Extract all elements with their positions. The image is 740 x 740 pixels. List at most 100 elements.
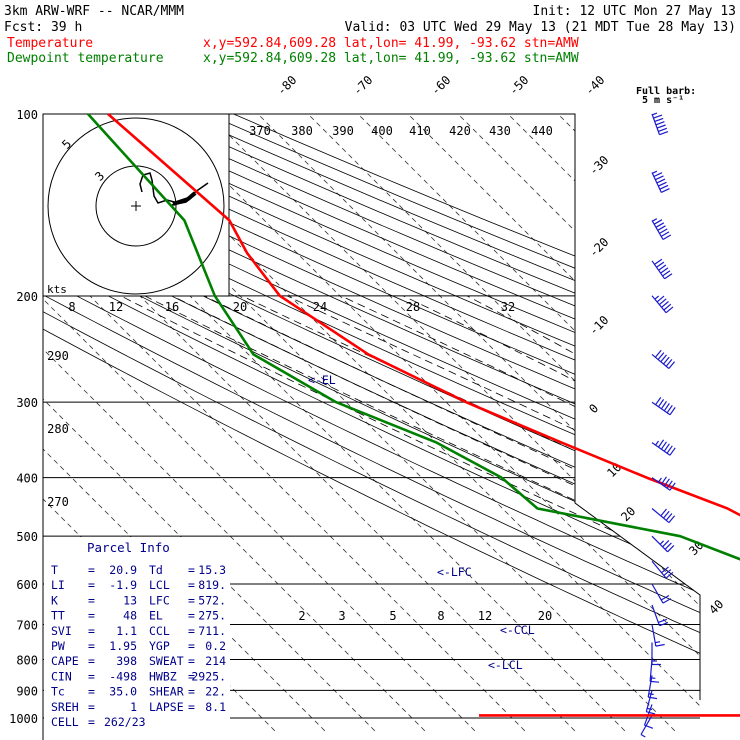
theta-label: 280 (47, 422, 69, 436)
barb-flag (664, 273, 673, 280)
wind-barb (651, 583, 672, 604)
moist-adiabat (203, 295, 700, 719)
temperature-surface-hook (479, 714, 740, 717)
pressure-label-400: 400 (16, 472, 38, 486)
barb-flag (661, 301, 669, 308)
mixing-ratio-labels: 2 3 5 8 12 20 (298, 609, 552, 623)
barb-flag (659, 228, 668, 234)
parcel-equals: = (188, 624, 195, 638)
parcel-value: 35.0 (109, 685, 137, 699)
barb-flag (661, 566, 669, 574)
hodograph-axis-label: 8 (68, 300, 75, 314)
parcel-value: 262/23 (104, 715, 146, 729)
barb-flag (654, 349, 662, 358)
parcel-key: LCL (149, 578, 170, 592)
barb-half-flag (655, 440, 659, 446)
theta-label: 370 (249, 124, 271, 138)
barb-half-flag (655, 641, 661, 644)
moist-adiabat (171, 295, 700, 719)
barb-flag (660, 267, 669, 274)
parcel-value: 819. (198, 578, 226, 592)
parcel-key: PW (51, 639, 65, 653)
parcel-key: EL (149, 609, 163, 623)
parcel-key: CIN (51, 669, 72, 683)
barb-half-flag (640, 733, 646, 738)
dry-adiabat (43, 114, 700, 732)
wind-barb (647, 675, 658, 700)
parcel-info-background (44, 537, 230, 725)
parcel-equals: = (188, 609, 195, 623)
barb-half-flag (654, 295, 660, 300)
parcel-equals: = (88, 654, 95, 668)
pressure-tick-labels: 200 300 400 500 600 700 800 900 1000 100 (9, 108, 38, 726)
parcel-key: SVI (51, 624, 72, 638)
barb-flag (663, 303, 672, 311)
wind-barb (651, 397, 676, 416)
barb-flag (662, 539, 670, 548)
isotherm (394, 114, 700, 732)
wind-barb (651, 349, 676, 369)
temperature-line (107, 113, 740, 517)
parcel-value: -498 (109, 669, 137, 683)
pressure-label-200: 200 (16, 290, 38, 304)
hodograph-axis-label: 20 (233, 300, 247, 314)
isotherm (544, 114, 700, 732)
barb-key-units: 5 m s⁻¹ (642, 95, 684, 106)
barb-flag (662, 234, 672, 241)
barb-flag (646, 711, 656, 715)
moist-adiabat (120, 295, 700, 719)
barb-flag (662, 270, 671, 277)
valid-time: Valid: 03 UTC Wed 29 May 13 (21 MDT Tue … (345, 20, 736, 35)
barb-flag (663, 569, 672, 576)
wind-barb (651, 508, 676, 524)
barb-flag (658, 264, 667, 271)
isotherm-label: -80 (274, 73, 299, 98)
ccl-marker: <-CCL (500, 623, 535, 637)
parcel-equals: = (188, 669, 195, 683)
legend-temperature-label: Temperature (7, 36, 93, 51)
parcel-equals: = (188, 685, 195, 699)
theta-label: 380 (291, 124, 313, 138)
barb-flag (655, 643, 665, 647)
barb-flag (668, 515, 676, 523)
parcel-info-title: Parcel Info (87, 540, 170, 555)
parcel-value: 1.95 (109, 639, 137, 653)
parcel-value: 48 (123, 609, 137, 623)
dry-adiabat (43, 114, 700, 732)
parcel-key: Td (149, 563, 163, 577)
parcel-value: 8.1 (205, 700, 226, 714)
mixing-ratio-label: 5 (389, 609, 396, 623)
parcel-value: 572. (198, 593, 226, 607)
model-title: 3km ARW-WRF -- NCAR/MMM (4, 4, 184, 19)
barb-key-title: Full barb: (636, 86, 696, 97)
isotherm-label: 20 (618, 504, 638, 524)
wind-barb (640, 715, 653, 738)
lfc-marker: <-LFC (437, 565, 472, 579)
isotherm (144, 114, 700, 732)
parcel-value: 15.3 (198, 563, 226, 577)
wind-barb (651, 218, 672, 241)
parcel-equals: = (88, 715, 95, 729)
barb-flag (656, 124, 666, 129)
parcel-equals: = (188, 654, 195, 668)
barb-flag (660, 594, 670, 601)
barb-flag (669, 447, 676, 456)
barb-flag (659, 298, 667, 306)
parcel-key: Tc (51, 685, 65, 699)
barb-flag (654, 258, 663, 265)
barb-flag (650, 680, 660, 683)
isotherm (444, 114, 700, 732)
dry-adiabat (43, 114, 700, 732)
barb-flag (665, 513, 673, 521)
theta-label: 270 (47, 495, 69, 509)
isotherm (43, 114, 476, 732)
isotherm-label: -60 (428, 73, 453, 98)
dry-adiabat (43, 114, 700, 732)
barb-flag (661, 188, 670, 193)
barb-staff (651, 295, 667, 314)
barb-flag (653, 219, 663, 225)
dry-adiabat (43, 114, 700, 732)
barb-flag (655, 121, 665, 126)
parcel-value: 398 (116, 654, 137, 668)
